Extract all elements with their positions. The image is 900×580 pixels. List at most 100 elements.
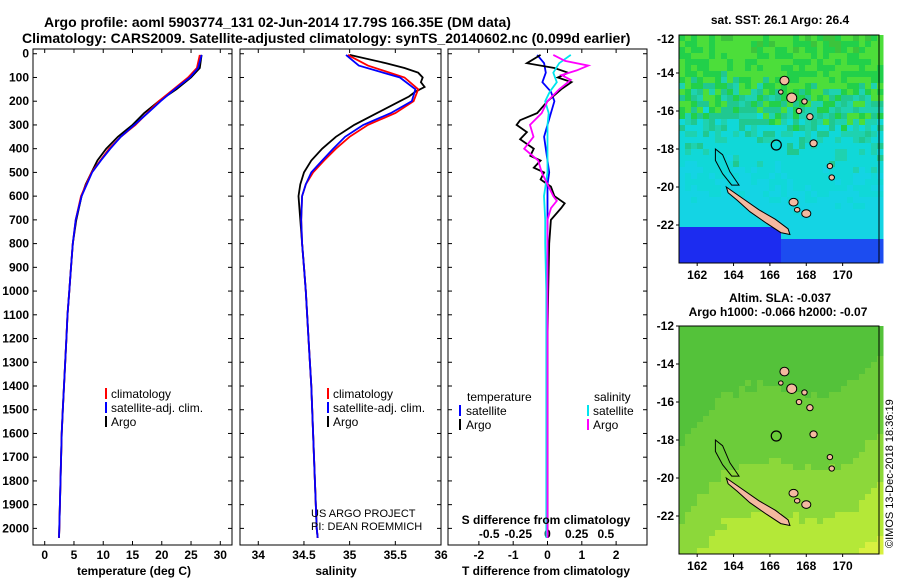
map-cell [691, 203, 698, 210]
map-cell [877, 518, 884, 525]
map-cell [733, 101, 740, 108]
map-cell [859, 167, 866, 174]
map-cell [811, 476, 818, 483]
map-cell [787, 221, 794, 228]
map-cell [685, 386, 692, 393]
map-cell [811, 548, 818, 555]
map-cell [877, 59, 884, 66]
map-cell [703, 344, 710, 351]
map-cell [841, 251, 848, 258]
map-cell [859, 374, 866, 381]
map-cell [685, 482, 692, 489]
map-cell [823, 137, 830, 144]
map-cell [781, 185, 788, 192]
map-cell [745, 542, 752, 549]
map-cell [853, 422, 860, 429]
map-cell [739, 356, 746, 363]
map-cell [739, 380, 746, 387]
map-cell [877, 386, 884, 393]
map-cell [709, 332, 716, 339]
map-cell [679, 476, 686, 483]
map-cell [757, 149, 764, 156]
map-cell [751, 155, 758, 162]
map-cell [739, 245, 746, 252]
map-cell [763, 458, 770, 465]
map-cell [769, 368, 776, 375]
map-cell [697, 398, 704, 405]
map-cell [691, 83, 698, 90]
map-cell [703, 131, 710, 138]
map-cell [865, 209, 872, 216]
map-cell [817, 239, 824, 246]
map-cell [685, 518, 692, 525]
map-cell [769, 35, 776, 42]
float-position-marker [770, 139, 782, 151]
map-cell [745, 221, 752, 228]
map-cell [835, 500, 842, 507]
map-cell [745, 440, 752, 447]
map-cell [733, 464, 740, 471]
map-cell [733, 326, 740, 333]
map-cell [679, 125, 686, 132]
map-cell [829, 476, 836, 483]
map-cell [685, 167, 692, 174]
map-cell [691, 428, 698, 435]
map-cell [679, 482, 686, 489]
legend-title: salinity [594, 390, 631, 404]
map-cell [853, 107, 860, 114]
map-cell [817, 542, 824, 549]
map-cell [817, 209, 824, 216]
map-cell [847, 494, 854, 501]
map-cell [769, 518, 776, 525]
map-cell [829, 344, 836, 351]
map-cell [835, 65, 842, 72]
map-cell [739, 239, 746, 246]
map-cell [817, 221, 824, 228]
map-cell [853, 59, 860, 66]
map-cell [811, 368, 818, 375]
map-cell [703, 59, 710, 66]
map-cell [841, 47, 848, 54]
map-cell [787, 464, 794, 471]
map-cell [763, 47, 770, 54]
map-cell [691, 245, 698, 252]
map-cell [721, 458, 728, 465]
map-cell [877, 41, 884, 48]
map-cell [715, 119, 722, 126]
map-cell [793, 71, 800, 78]
map-cell [865, 71, 872, 78]
map-cell [769, 452, 776, 459]
map-cell [769, 95, 776, 102]
map-cell [817, 494, 824, 501]
map-cell [685, 338, 692, 345]
map-cell [787, 374, 794, 381]
map-cell [853, 446, 860, 453]
map-cell [751, 512, 758, 519]
map-cell [793, 89, 800, 96]
map-cell [787, 203, 794, 210]
map-cell [715, 548, 722, 555]
map-cell [865, 173, 872, 180]
map-cell [865, 494, 872, 501]
map-cell [763, 251, 770, 258]
map-cell [697, 47, 704, 54]
map-cell [781, 410, 788, 417]
map-cell [709, 101, 716, 108]
map-cell [877, 251, 884, 258]
map-cell [721, 470, 728, 477]
map-cell [793, 203, 800, 210]
map-cell [715, 65, 722, 72]
map-cell [793, 410, 800, 417]
map-cell [721, 53, 728, 60]
map-cell [709, 35, 716, 42]
map-cell [811, 227, 818, 234]
map-cell [697, 500, 704, 507]
map-cell [721, 149, 728, 156]
map-cell [709, 47, 716, 54]
map-cell [751, 410, 758, 417]
map-cell [787, 35, 794, 42]
map-cell [841, 173, 848, 180]
map-cell [811, 410, 818, 417]
map-cell [877, 458, 884, 465]
map-cell [763, 386, 770, 393]
